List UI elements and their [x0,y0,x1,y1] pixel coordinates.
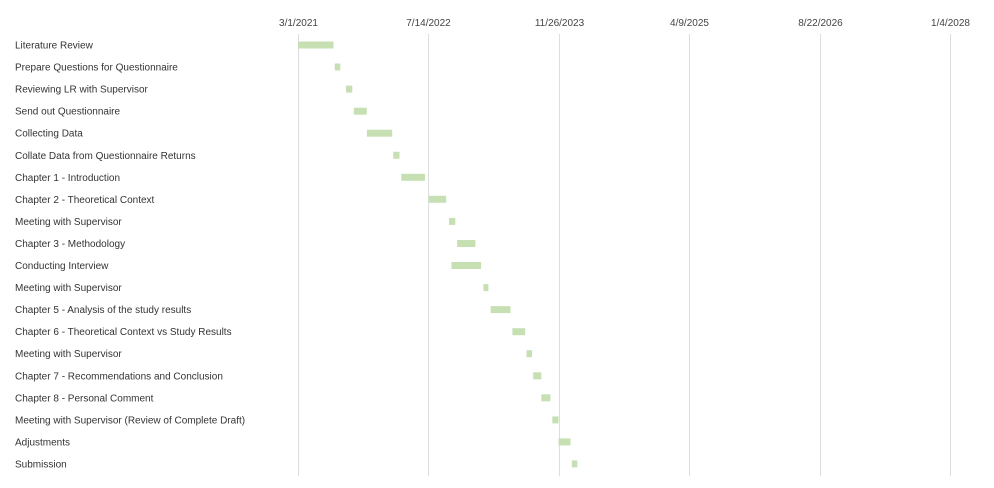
task-label: Chapter 2 - Theoretical Context [15,195,155,206]
task-bar [526,350,532,358]
task-label: Meeting with Supervisor [15,217,122,228]
task-label: Collecting Data [15,129,83,140]
task-label: Chapter 8 - Personal Comment [15,393,154,404]
task-bar [552,416,559,424]
task-label: Meeting with Supervisor [15,349,122,360]
task-label: Chapter 1 - Introduction [15,173,120,184]
task-bar [366,129,393,137]
task-bar [451,262,482,269]
gridlines [298,34,951,476]
task-label: Chapter 7 - Recommendations and Conclusi… [15,371,223,382]
task-bar [298,41,334,49]
task-bar [393,151,400,159]
task-label: Prepare Questions for Questionnaire [15,63,178,74]
task-label: Send out Questionnaire [15,107,121,118]
task-label: Meeting with Supervisor [15,283,122,294]
x-axis-tick-labels: 3/1/2021 7/14/2022 11/26/2023 4/9/2025 8/22/… [279,18,970,29]
task-bar [346,85,353,93]
task-label: Meeting with Supervisor (Review of Compl… [15,415,245,426]
task-bar [512,328,526,336]
task-bar [457,240,476,247]
x-tick-label: 4/9/2025 [670,18,709,29]
task-bar [558,438,571,446]
task-label: Reviewing LR with Supervisor [15,85,149,96]
task-label: Adjustments [15,437,70,448]
x-tick-label: 3/1/2021 [279,18,318,29]
task-bar [533,372,542,380]
task-label: Submission [15,459,67,470]
task-bar [449,217,456,225]
task-bar [353,107,367,115]
task-label: Chapter 6 - Theoretical Context vs Study… [15,327,232,338]
task-bar [428,195,447,203]
task-label: Collate Data from Questionnaire Returns [15,151,196,162]
task-bar [401,173,425,181]
task-bars [298,41,578,468]
task-bar [541,394,551,402]
task-label: Chapter 5 - Analysis of the study result… [15,305,191,316]
x-tick-label: 11/26/2023 [535,18,585,29]
task-bar [490,306,511,314]
task-label: Chapter 3 - Methodology [15,239,125,250]
task-bar [571,460,578,468]
task-labels: Literature Review Prepare Questions for Q… [15,41,245,471]
task-label: Conducting Interview [15,261,109,272]
task-bar [483,284,489,292]
x-tick-label: 8/22/2026 [798,18,843,29]
x-tick-label: 1/4/2028 [931,18,970,29]
task-bar [334,63,341,71]
task-label: Literature Review [15,41,94,52]
x-tick-label: 7/14/2022 [406,18,451,29]
